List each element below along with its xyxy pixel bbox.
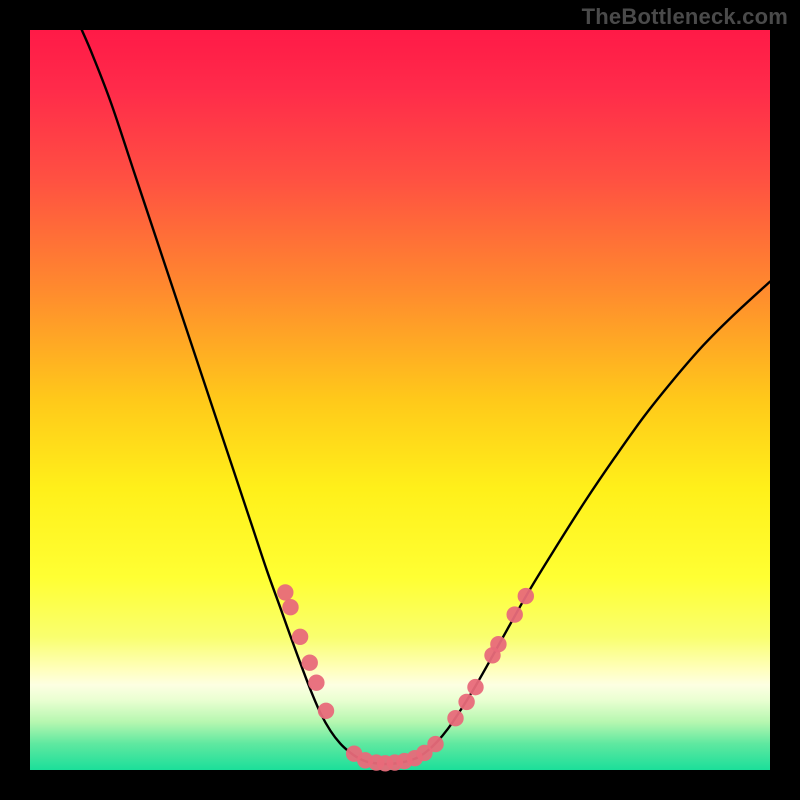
data-point bbox=[277, 584, 293, 600]
data-point bbox=[467, 679, 483, 695]
data-point bbox=[427, 736, 443, 752]
chart-stage: TheBottleneck.com bbox=[0, 0, 800, 800]
data-point bbox=[318, 703, 334, 719]
plot-background bbox=[30, 30, 770, 770]
data-point bbox=[518, 588, 534, 604]
data-point bbox=[447, 710, 463, 726]
data-point bbox=[490, 636, 506, 652]
data-point bbox=[302, 655, 318, 671]
bottleneck-curve-chart bbox=[0, 0, 800, 800]
data-point bbox=[292, 629, 308, 645]
data-point bbox=[282, 599, 298, 615]
watermark-text: TheBottleneck.com bbox=[582, 4, 788, 30]
data-point bbox=[507, 606, 523, 622]
data-point bbox=[458, 694, 474, 710]
data-point bbox=[308, 674, 324, 690]
